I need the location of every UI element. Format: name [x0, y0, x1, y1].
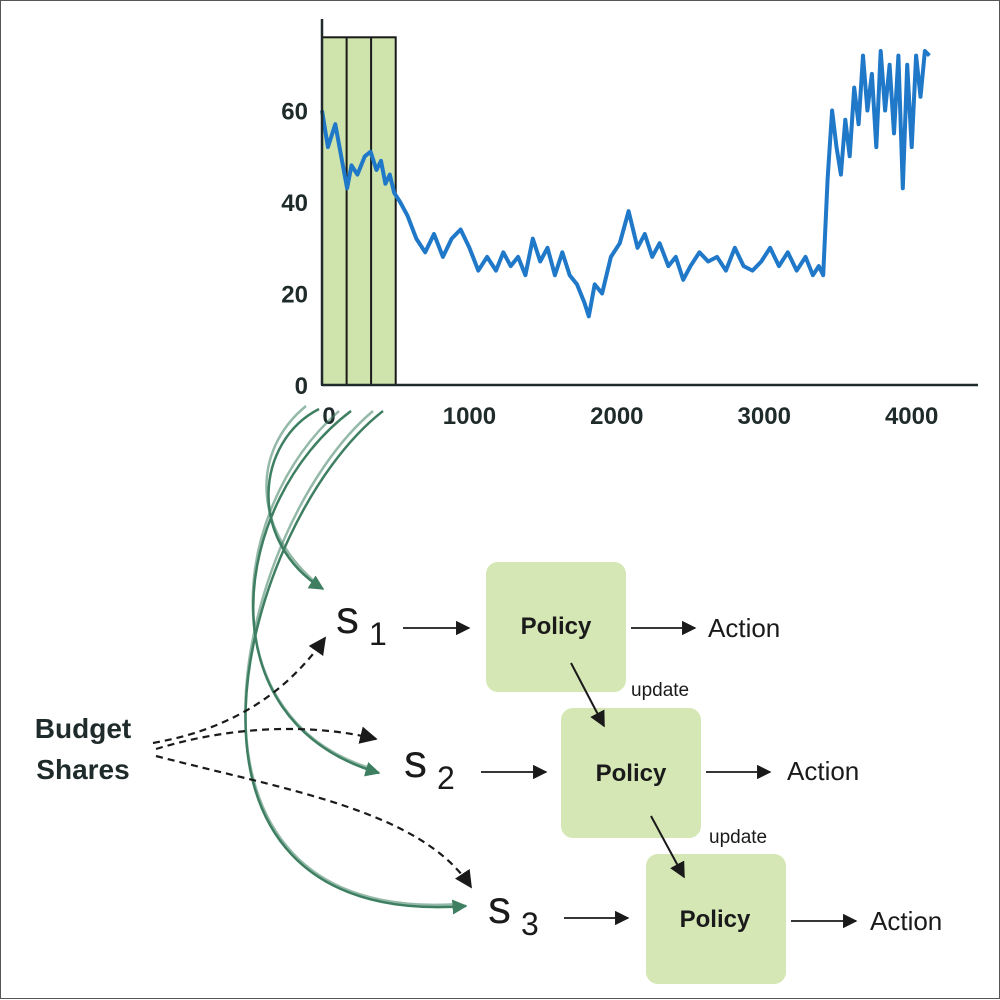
x-tick-label: 3000: [738, 403, 791, 430]
budget-label-line2: Shares: [36, 754, 129, 785]
window-to-state-arrows: [244, 405, 468, 915]
state-s3: s 3: [488, 881, 539, 942]
y-tick-label: 40: [281, 190, 308, 217]
policy-box: [486, 562, 626, 692]
action-3: Action: [870, 906, 942, 936]
policy-1: Policy: [486, 562, 626, 692]
budget-label-line1: Budget: [35, 713, 131, 744]
state-subscript: 2: [437, 760, 455, 796]
policy-box: [561, 708, 701, 838]
state-to-policy-arrows: [403, 620, 630, 926]
policy-label: Policy: [680, 906, 751, 933]
x-tick-label: 4000: [885, 403, 938, 430]
action-2: Action: [787, 756, 859, 786]
policy-3: Policy: [646, 854, 786, 984]
budget-dashed-arrows: [152, 636, 472, 889]
x-tick-labels: 0 1000 2000 3000 4000: [322, 403, 938, 430]
policy-to-action-arrows: [631, 620, 858, 929]
green-arrow-s1-b: [265, 405, 322, 588]
dashed-arrow-s3: [155, 754, 472, 889]
policy-update-arrows: [570, 662, 685, 879]
action-1: Action: [708, 613, 780, 643]
green-arrow-s3: [244, 410, 468, 915]
y-tick-label: 0: [295, 373, 308, 400]
dashed-arrow-s2: [155, 726, 378, 751]
y-tick-label: 20: [281, 282, 308, 309]
state-letter: s: [336, 591, 359, 643]
state-s1: s 1: [336, 591, 387, 652]
dashed-arrow-s1: [152, 636, 327, 745]
green-arrow-s3-b: [244, 410, 460, 907]
y-tick-labels: 0 20 40 60: [281, 99, 308, 401]
time-series-chart: 0 1000 2000 3000 4000 0 20 40 60: [281, 19, 978, 430]
state-letter: s: [488, 881, 511, 933]
policy-label: Policy: [596, 760, 667, 787]
series-line: [320, 49, 931, 319]
update-label-2: update: [709, 827, 767, 848]
green-arrow-s1: [267, 407, 325, 591]
state-s2: s 2: [404, 735, 455, 796]
policy-2: Policy: [561, 708, 701, 838]
state-subscript: 3: [521, 906, 539, 942]
window-divisions: [345, 37, 373, 385]
x-tick-label: 1000: [443, 403, 496, 430]
update-arrow-1: [570, 662, 605, 728]
policy-box: [646, 854, 786, 984]
update-label-1: update: [631, 680, 689, 701]
sliding-window: [321, 36, 397, 387]
x-tick-label: 2000: [590, 403, 643, 430]
state-letter: s: [404, 735, 427, 787]
policy-label: Policy: [521, 613, 592, 640]
state-subscript: 1: [369, 616, 387, 652]
green-arrow-s2-b: [251, 410, 374, 771]
y-tick-label: 60: [281, 99, 308, 126]
update-arrow-2: [650, 815, 685, 879]
